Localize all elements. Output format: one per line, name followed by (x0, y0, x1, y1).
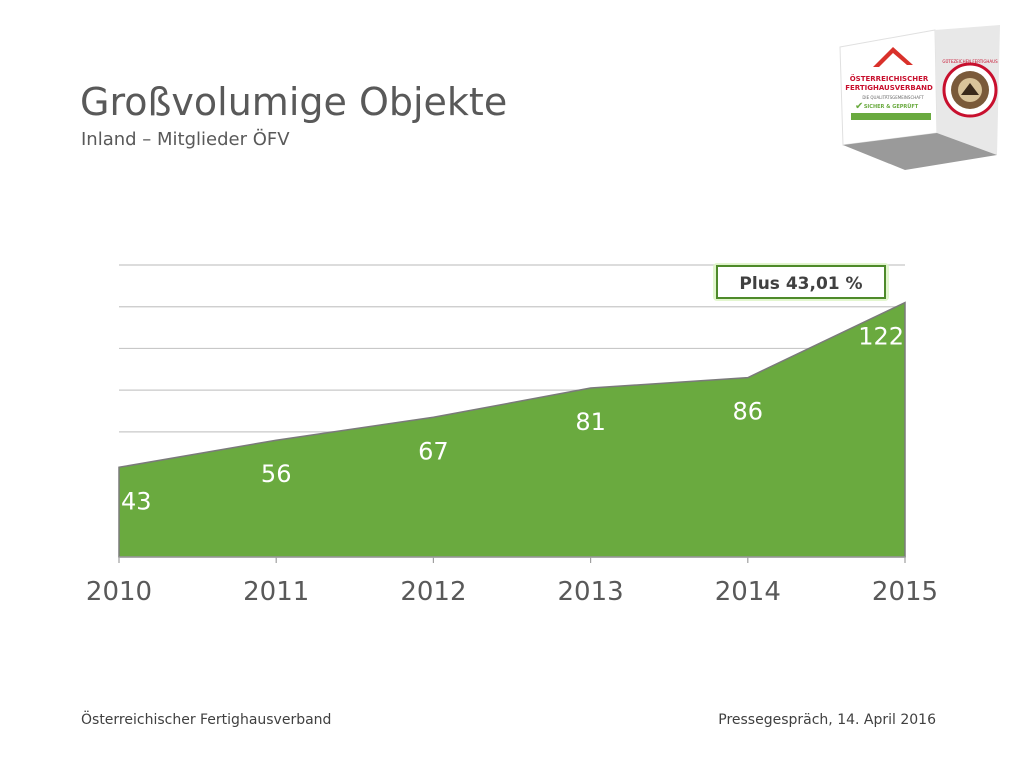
x-tick-label-2010: 2010 (86, 577, 152, 607)
x-tick-label-2014: 2014 (715, 577, 781, 607)
footer-event-date: Pressegespräch, 14. April 2016 (718, 712, 936, 728)
svg-text:FERTIGHAUSVERBAND: FERTIGHAUSVERBAND (845, 84, 933, 92)
svg-text:DIE QUALITÄTSGEMEINSCHAFT: DIE QUALITÄTSGEMEINSCHAFT (862, 95, 924, 100)
svg-text:GÜTEZEICHEN FERTIGHAUS: GÜTEZEICHEN FERTIGHAUS (942, 59, 998, 64)
data-label-2012: 67 (418, 437, 449, 465)
page-title: Großvolumige Objekte (80, 80, 508, 124)
svg-text:✔: ✔ (855, 101, 863, 112)
chart-area-series (118, 301, 906, 558)
x-tick-label-2015: 2015 (872, 577, 938, 607)
data-label-2011: 56 (261, 460, 292, 488)
growth-annotation: Plus 43,01 % (713, 263, 889, 301)
data-label-2010: 43 (121, 487, 152, 515)
annotation-text: Plus 43,01 % (739, 274, 862, 294)
svg-text:SICHER & GEPRÜFT: SICHER & GEPRÜFT (864, 103, 919, 110)
area-fill (118, 301, 906, 558)
footer-organization: Österreichischer Fertighausverband (81, 712, 332, 728)
annotation-box (716, 265, 886, 299)
chart-data-labels: 43 56 67 81 86 122 (121, 323, 904, 516)
page-subtitle: Inland – Mitglieder ÖFV (81, 129, 290, 150)
svg-text:ÖSTERREICHISCHER: ÖSTERREICHISCHER (850, 74, 929, 83)
data-label-2013: 81 (575, 408, 606, 436)
association-logo: ÖSTERREICHISCHER FERTIGHAUSVERBAND DIE Q… (839, 25, 1000, 170)
x-tick-label-2012: 2012 (400, 577, 466, 607)
chart-x-axis: 2010 2011 2012 2013 2014 2015 (86, 556, 938, 607)
data-label-2015: 122 (858, 323, 904, 351)
x-tick-label-2013: 2013 (558, 577, 624, 607)
data-label-2014: 86 (733, 398, 764, 426)
x-tick-label-2011: 2011 (243, 577, 309, 607)
